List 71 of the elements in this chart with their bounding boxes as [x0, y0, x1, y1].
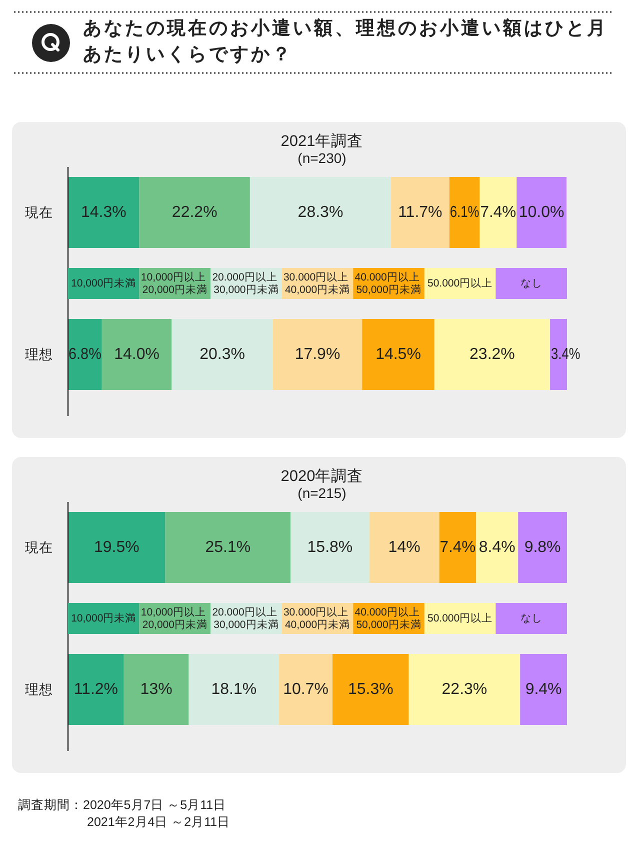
bar [139, 177, 250, 248]
bar [408, 654, 520, 725]
chart-title: 2021年調査 [280, 132, 364, 150]
y-tick-label: 理想 [25, 682, 53, 697]
data-label: 9.4% [525, 681, 562, 698]
data-label: 14.0% [114, 346, 160, 363]
chart-title: 2020年調査 [280, 467, 364, 485]
data-label: 14.3% [80, 204, 126, 221]
data-label: 7.4% [480, 204, 517, 221]
chart-subtitle: (n=230) [298, 150, 346, 166]
data-label: 17.9% [294, 346, 340, 363]
bar [439, 512, 476, 583]
bar [391, 177, 450, 248]
data-label: 6.8% [68, 346, 105, 363]
text: 50.000円以上 [428, 276, 493, 290]
bar [332, 654, 409, 725]
data-label: 22.2% [172, 204, 218, 221]
data-label: 7.4% [440, 539, 476, 556]
data-label: 23.2% [470, 346, 515, 363]
y-tick-label: 理想 [25, 347, 53, 362]
bar [68, 512, 166, 583]
data-label: 25.1% [205, 539, 251, 556]
bar [434, 319, 550, 390]
data-label: 15.8% [307, 539, 353, 556]
bar [188, 654, 280, 725]
bar [369, 512, 440, 583]
data-label: 15.3% [348, 681, 394, 698]
bar [272, 319, 362, 390]
chart-subtitle: (n=215) [298, 485, 346, 501]
bar [279, 654, 332, 725]
bar [68, 177, 140, 248]
data-label: 11.2% [74, 681, 118, 698]
bar [520, 654, 567, 725]
data-label: 14% [388, 539, 420, 556]
text: なし [520, 612, 542, 624]
bar [476, 512, 518, 583]
data-label: 9.8% [524, 539, 561, 556]
bar [102, 319, 172, 390]
data-label: 20.3% [200, 346, 245, 363]
data-label: 10.0% [518, 204, 564, 221]
data-label: 22.3% [442, 681, 488, 698]
text: 10,000円未満 [71, 276, 136, 290]
data-label: 14.5% [376, 346, 421, 363]
bar [516, 177, 566, 248]
y-tick-label: 現在 [25, 540, 53, 555]
data-label: 18.1% [211, 681, 257, 698]
bar [172, 319, 273, 390]
data-label: 3.4% [551, 346, 588, 363]
data-label: 28.3% [298, 204, 344, 221]
text: 50.000円以上 [428, 612, 493, 624]
text: 2021年2月4日 ～2月11日 [87, 815, 230, 829]
data-label: 13% [140, 681, 172, 698]
bar [362, 319, 434, 390]
text: 調査期間：2020年5月7日 ～5月11日 [18, 798, 226, 812]
text: 10,000円未満 [71, 612, 136, 624]
bar [290, 512, 370, 583]
bar [518, 512, 567, 583]
bar [68, 319, 102, 390]
data-label: 11.7% [398, 204, 442, 221]
text: あなたの現在のお小遣い額、理想のお小遣い額はひと月あたりいくらですか？ [83, 17, 608, 64]
bar [449, 177, 480, 248]
data-label: 8.4% [478, 539, 516, 556]
bar [165, 512, 291, 583]
bar [68, 654, 124, 725]
bar [124, 654, 189, 725]
bar [480, 177, 517, 248]
text: なし [520, 278, 542, 290]
bar [250, 177, 392, 248]
data-label: 10.7% [283, 681, 328, 698]
data-label: 19.5% [94, 539, 140, 556]
y-tick-label: 現在 [25, 205, 53, 220]
